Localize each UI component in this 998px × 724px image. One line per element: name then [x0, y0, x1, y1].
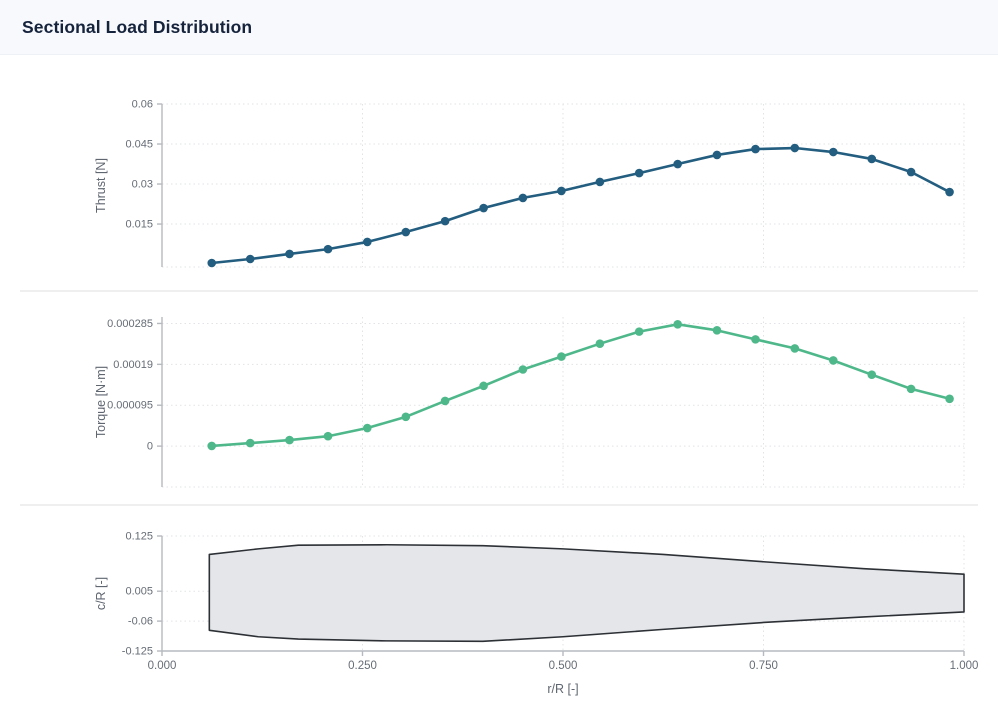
y-tick-label: -0.125 — [122, 646, 153, 658]
sectional-torque-marker — [712, 326, 722, 335]
chart-layers: 0.06 0.045 0.03 0.015 0.000285 0.00019 0.00009… — [20, 99, 979, 672]
panel-title: Sectional Load Distribution — [22, 16, 253, 37]
panel-header: Sectional Load Distribution — [0, 0, 998, 55]
sectional-torque-marker — [673, 320, 682, 329]
x-tick-label: 1.000 — [950, 660, 979, 672]
y-tick-label: 0.000285 — [107, 318, 153, 330]
sectional-thrust-marker — [363, 237, 372, 247]
planform-axis-title: c/R [-] — [94, 577, 108, 610]
y-tick-label: 0.00019 — [113, 359, 153, 371]
sectional-thrust-marker — [245, 254, 255, 264]
sectional-torque-marker — [518, 365, 528, 374]
sectional-thrust-marker — [401, 227, 411, 237]
sectional-torque-marker — [595, 339, 605, 348]
sectional-torque-marker — [207, 441, 217, 451]
sectional-thrust-marker — [518, 193, 528, 203]
load-distribution-figure: 0.06 0.045 0.03 0.015 0.000285 0.00019 0.00009… — [20, 99, 979, 696]
sectional-thrust-marker — [828, 147, 838, 157]
sectional-thrust-marker — [673, 159, 682, 169]
sectional-torque-marker — [363, 423, 372, 433]
sectional-torque-marker — [479, 381, 488, 391]
sectional-torque-marker — [245, 438, 255, 448]
y-tick-label: 0.125 — [125, 531, 153, 543]
sectional-torque-marker — [828, 356, 838, 365]
sectional-thrust-marker — [557, 186, 566, 196]
sectional-thrust-marker — [712, 150, 722, 160]
sectional-torque-line — [211, 323, 950, 448]
sectional-thrust-marker — [634, 168, 644, 178]
sectional-thrust-marker — [906, 167, 916, 177]
thrust-plot-area[interactable] — [162, 104, 964, 267]
sectional-thrust-marker — [323, 244, 333, 254]
sectional-thrust-marker — [867, 154, 877, 164]
sectional-thrust-marker — [595, 177, 605, 187]
y-tick-label: 0.06 — [132, 99, 153, 111]
x-tick-label: 0.250 — [348, 660, 377, 672]
y-tick-label: 0.000095 — [107, 400, 153, 412]
sectional-torque-marker — [634, 327, 644, 336]
sectional-thrust-marker — [479, 203, 488, 213]
sectional-thrust-marker — [945, 187, 954, 197]
y-tick-label: -0.06 — [128, 616, 153, 628]
x-tick-label: 0.750 — [749, 660, 778, 672]
sectional-torque-marker — [867, 370, 877, 379]
y-tick-label: 0.03 — [132, 179, 153, 191]
sectional-thrust-marker — [751, 144, 760, 154]
blade-planform-shape — [208, 543, 965, 643]
y-tick-label: 0.015 — [125, 219, 153, 231]
sectional-torque-marker — [751, 335, 760, 344]
torque-plot-area[interactable] — [162, 317, 964, 487]
x-tick-label: 0.000 — [148, 660, 177, 672]
sectional-thrust-marker — [285, 249, 294, 259]
sectional-torque-marker — [440, 396, 450, 406]
torque-axis-title: Torque [N·m] — [94, 366, 108, 438]
sectional-torque-marker — [945, 394, 954, 404]
x-axis-title: r/R [-] — [547, 682, 578, 696]
x-tick-label: 0.500 — [549, 660, 578, 672]
charts-panel: 0.06 0.045 0.03 0.015 0.000285 0.00019 0.00009… — [0, 56, 998, 724]
sectional-torque-marker — [790, 344, 800, 353]
sectional-torque-marker — [401, 412, 411, 422]
y-tick-label: 0.045 — [125, 139, 153, 151]
sectional-torque-marker — [285, 435, 294, 445]
y-tick-label: 0 — [147, 441, 153, 453]
planform-plot-area[interactable] — [162, 536, 964, 651]
y-tick-label: 0.005 — [125, 586, 153, 598]
sectional-torque-marker — [557, 352, 566, 361]
sectional-thrust-marker — [790, 143, 800, 153]
sectional-thrust-line — [211, 146, 951, 265]
thrust-axis-title: Thrust [N] — [94, 158, 108, 213]
sectional-torque-marker — [323, 431, 333, 441]
sectional-thrust-marker — [440, 216, 450, 226]
sectional-torque-marker — [906, 384, 916, 394]
sectional-thrust-marker — [207, 258, 217, 268]
